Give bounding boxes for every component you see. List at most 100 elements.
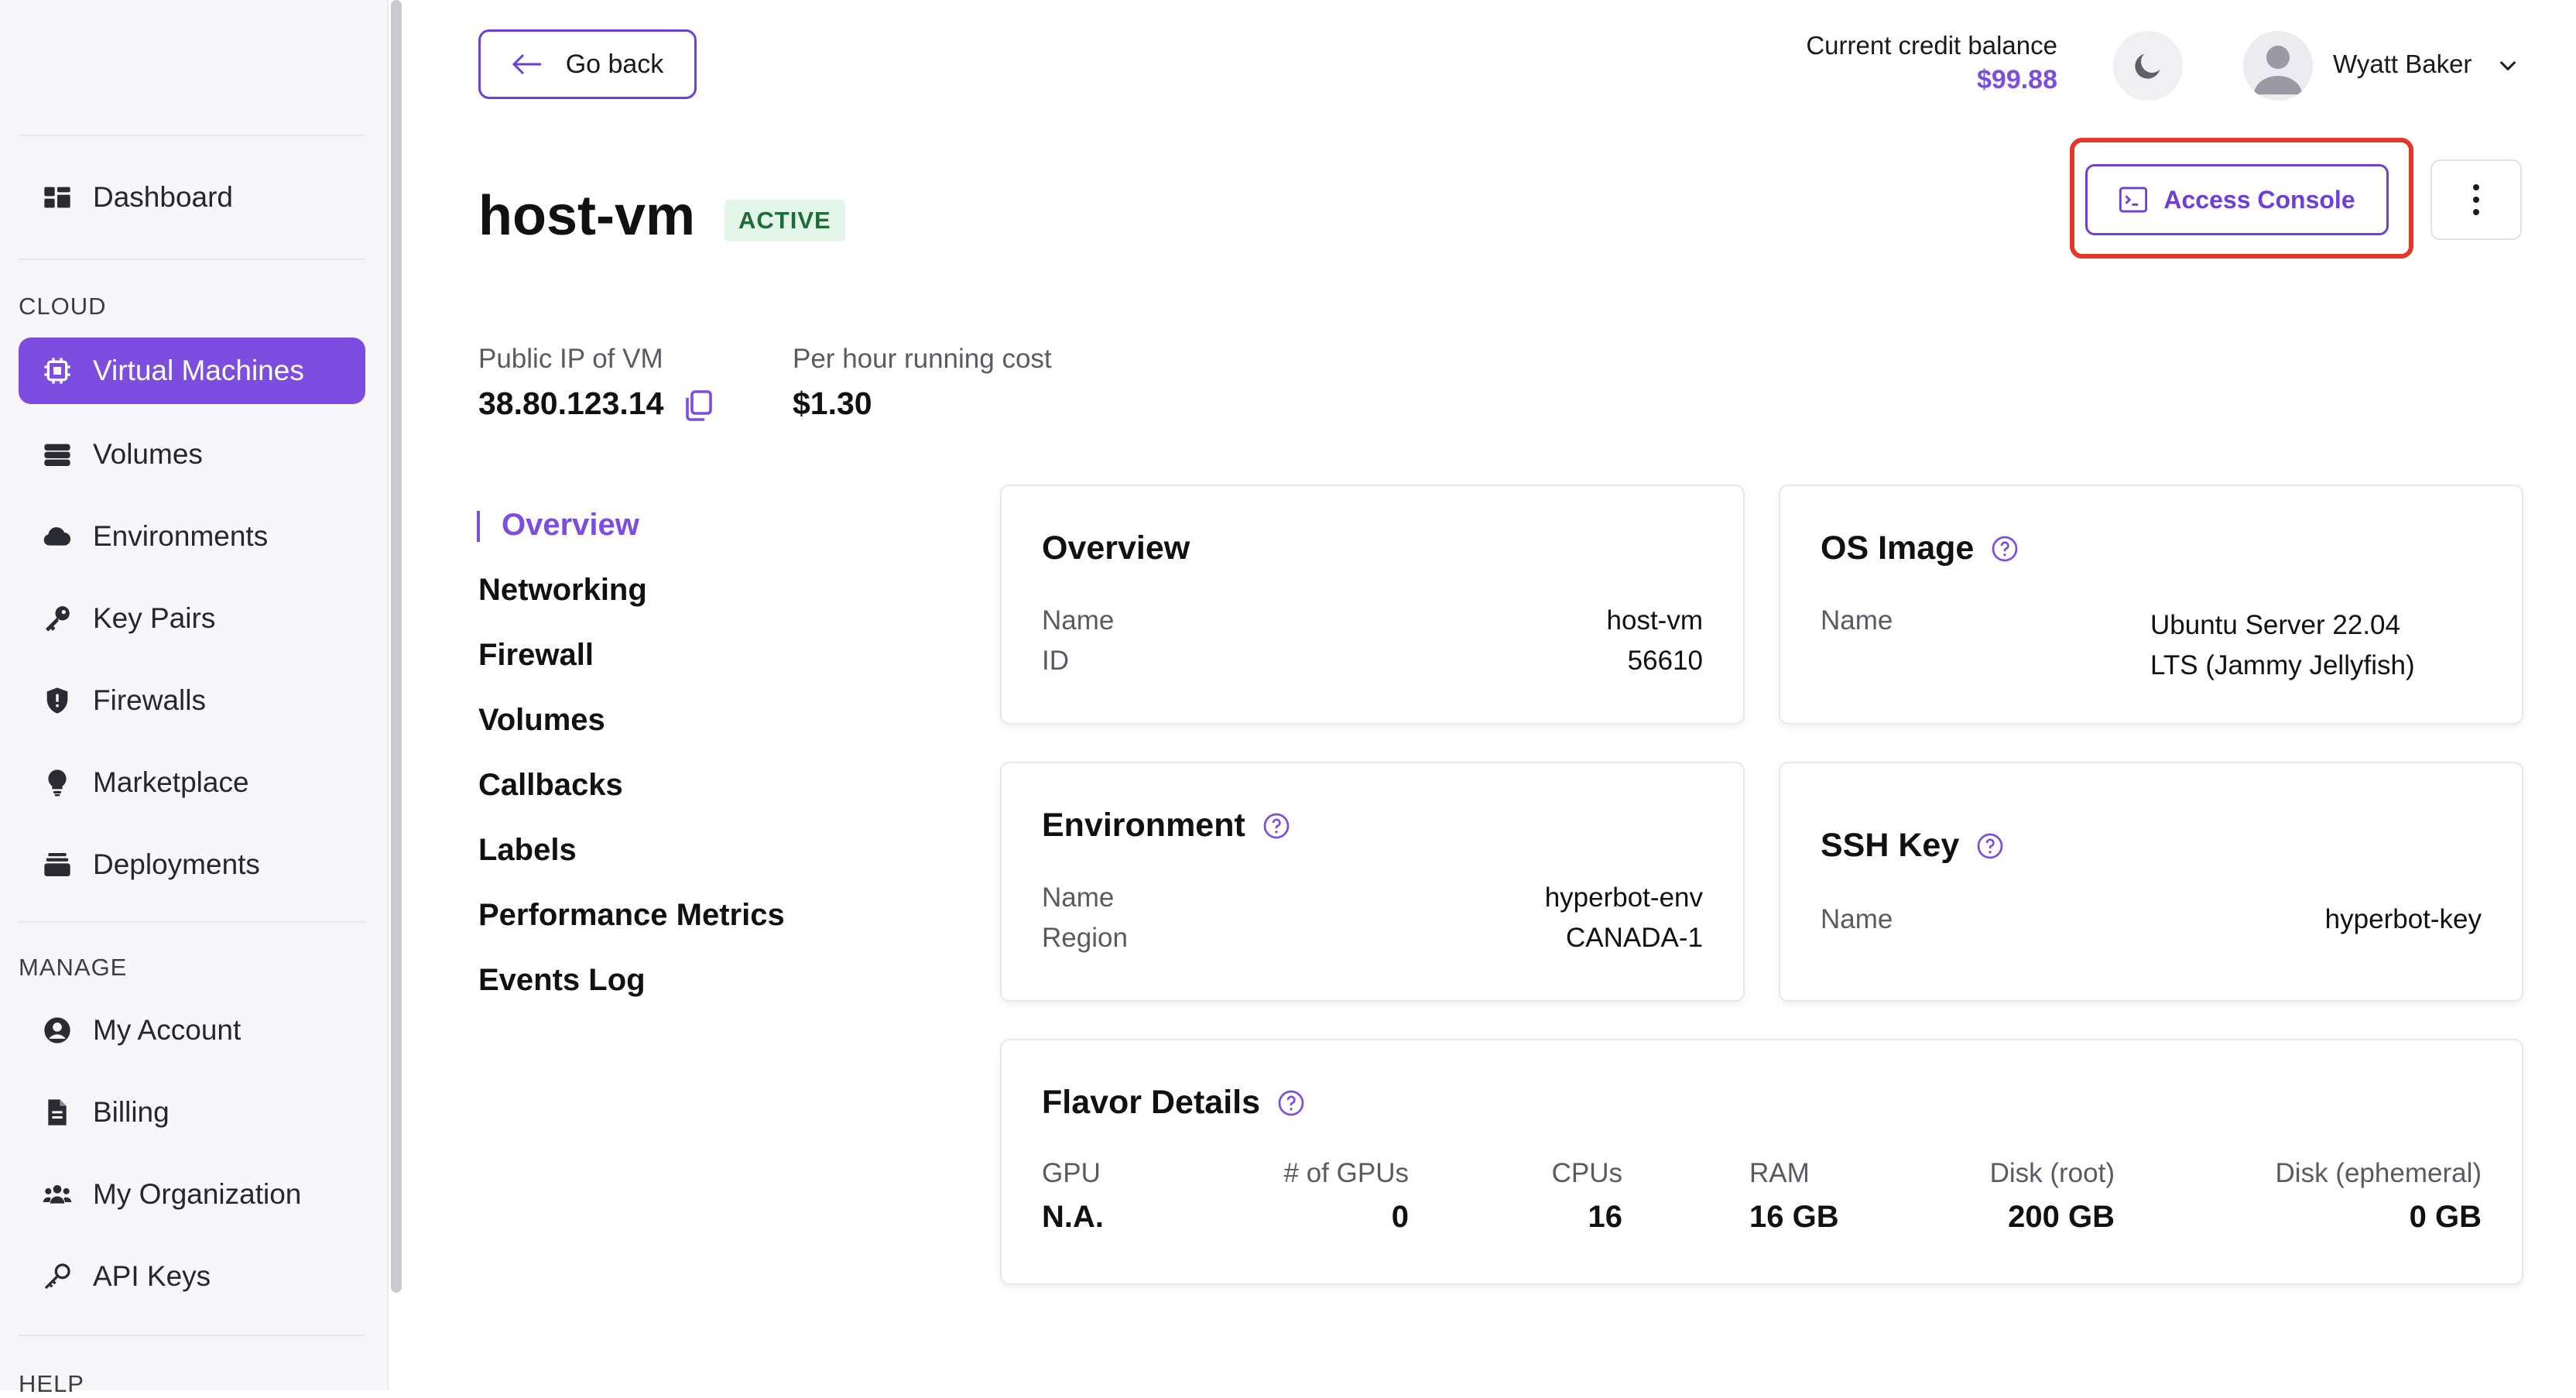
sidebar-item-billing[interactable]: Billing [19,1079,365,1146]
section-link-firewall[interactable]: Firewall [478,638,594,672]
storage-icon [40,437,74,471]
sidebar-item-my-organization[interactable]: My Organization [19,1161,365,1228]
section-link-callbacks[interactable]: Callbacks [478,768,623,802]
sidebar-item-my-account[interactable]: My Account [19,997,365,1064]
document-icon [40,1095,74,1129]
overview-id-label: ID [1042,646,1069,676]
user-circle-icon [40,1013,74,1047]
sidebar-item-label: Dashboard [93,181,234,213]
shield-icon [40,684,74,718]
flavor-disk-ephemeral-label: Disk (ephemeral) [2275,1158,2482,1188]
more-vertical-icon [2473,184,2479,215]
environment-region-label: Region [1042,923,1128,953]
flavor-disk-root-value: 200 GB [2008,1200,2115,1234]
card-title: Environment [1042,807,1290,845]
overview-card: Overview Name host-vm ID 56610 [1000,485,1745,725]
sidebar-section-manage: MANAGE [19,954,128,981]
sidebar-item-virtual-machines[interactable]: Virtual Machines [19,338,365,404]
sidebar-item-deployments[interactable]: Deployments [19,831,365,898]
access-console-button[interactable]: Access Console [2085,164,2389,235]
flavor-gpu-label: GPU [1042,1158,1101,1188]
credit-balance-label: Current credit balance [1806,31,2057,60]
key-icon [40,601,74,636]
sidebar: Dashboard CLOUD Virtual Machines Volumes… [0,0,389,1397]
os-name-line: LTS (Jammy Jellyfish) [2150,650,2415,680]
sidebar-item-label: Deployments [93,848,260,880]
os-name-line: Ubuntu Server 22.04 [2150,610,2400,640]
section-link-events-log[interactable]: Events Log [478,963,646,997]
sidebar-scrollbar[interactable] [391,0,402,1293]
flavor-cpus-label: CPUs [1551,1158,1622,1188]
os-name-value: Ubuntu Server 22.04 LTS (Jammy Jellyfish… [2150,605,2415,686]
more-options-button[interactable] [2430,159,2522,240]
theme-toggle-button[interactable] [2113,31,2183,101]
section-link-volumes[interactable]: Volumes [478,703,605,737]
environment-name-value: hyperbot-env [1544,882,1703,913]
page-title: host-vm [478,185,696,247]
flavor-ram-value: 16 GB [1749,1200,1839,1234]
public-ip-label: Public IP of VM [478,344,663,374]
sidebar-item-label: Key Pairs [93,602,216,634]
flavor-disk-root-label: Disk (root) [1989,1158,2115,1188]
help-circle-icon[interactable] [1991,535,2019,563]
overview-id-value: 56610 [1627,646,1703,676]
arrow-left-icon [512,53,541,75]
sidebar-item-volumes[interactable]: Volumes [19,421,365,488]
overview-name-label: Name [1042,605,1115,636]
go-back-label: Go back [565,49,664,79]
user-avatar-icon [2254,46,2302,94]
sidebar-item-firewalls[interactable]: Firewalls [19,667,365,734]
help-circle-icon[interactable] [1976,832,2004,860]
flavor-disk-ephemeral-value: 0 GB [2409,1200,2482,1234]
ssh-key-name-label: Name [1821,904,1893,934]
stack-icon [40,848,74,882]
sidebar-item-environments[interactable]: Environments [19,503,365,570]
flavor-cpus-value: 16 [1588,1200,1623,1234]
help-circle-icon[interactable] [1262,812,1290,840]
flavor-gpu-value: N.A. [1042,1200,1104,1234]
section-link-overview[interactable]: Overview [502,508,639,542]
environment-region-value: CANADA-1 [1566,923,1703,953]
sidebar-item-marketplace[interactable]: Marketplace [19,749,365,816]
help-circle-icon[interactable] [1277,1089,1305,1117]
environment-name-label: Name [1042,882,1115,913]
section-link-labels[interactable]: Labels [478,833,577,867]
sidebar-divider [19,259,365,260]
sidebar-item-label: Volumes [93,438,203,470]
flavor-gpu-count-label: # of GPUs [1283,1158,1409,1188]
chevron-down-icon[interactable] [2496,53,2520,77]
card-title: Overview [1042,529,1190,567]
copy-icon[interactable] [683,389,714,423]
section-link-networking[interactable]: Networking [478,573,647,607]
avatar[interactable] [2243,31,2313,101]
os-image-card: OS Image Name Ubuntu Server 22.04 LTS (J… [1779,485,2523,725]
active-section-indicator [477,511,480,542]
sidebar-item-label: My Organization [93,1178,302,1210]
lightbulb-icon [40,766,74,800]
access-console-label: Access Console [2163,185,2355,214]
sidebar-item-label: My Account [93,1014,242,1046]
flavor-ram-label: RAM [1749,1158,1810,1188]
dashboard-icon [40,180,74,214]
highlight-annotation [2070,138,2413,259]
flavor-details-card: Flavor Details GPU N.A. # of GPUs 0 CPUs… [1000,1039,2523,1285]
sidebar-item-key-pairs[interactable]: Key Pairs [19,585,365,652]
chip-icon [40,354,74,388]
sidebar-item-dashboard[interactable]: Dashboard [19,164,365,231]
sidebar-divider [19,135,365,136]
sidebar-item-api-keys[interactable]: API Keys [19,1243,365,1310]
sidebar-item-label: Virtual Machines [93,355,304,386]
user-name[interactable]: Wyatt Baker [2333,50,2472,78]
sidebar-item-label: Firewalls [93,684,206,716]
go-back-button[interactable]: Go back [478,29,697,99]
sidebar-item-label: Marketplace [93,766,249,798]
sidebar-item-label: Environments [93,520,269,552]
key-outline-icon [40,1259,74,1293]
sidebar-section-cloud: CLOUD [19,293,107,320]
section-link-performance-metrics[interactable]: Performance Metrics [478,898,785,932]
card-title: SSH Key [1821,827,2004,865]
hourly-cost-value: $1.30 [793,385,872,421]
credit-balance-value: $99.88 [1977,65,2057,94]
sidebar-item-label: Billing [93,1096,170,1128]
users-icon [40,1177,74,1211]
